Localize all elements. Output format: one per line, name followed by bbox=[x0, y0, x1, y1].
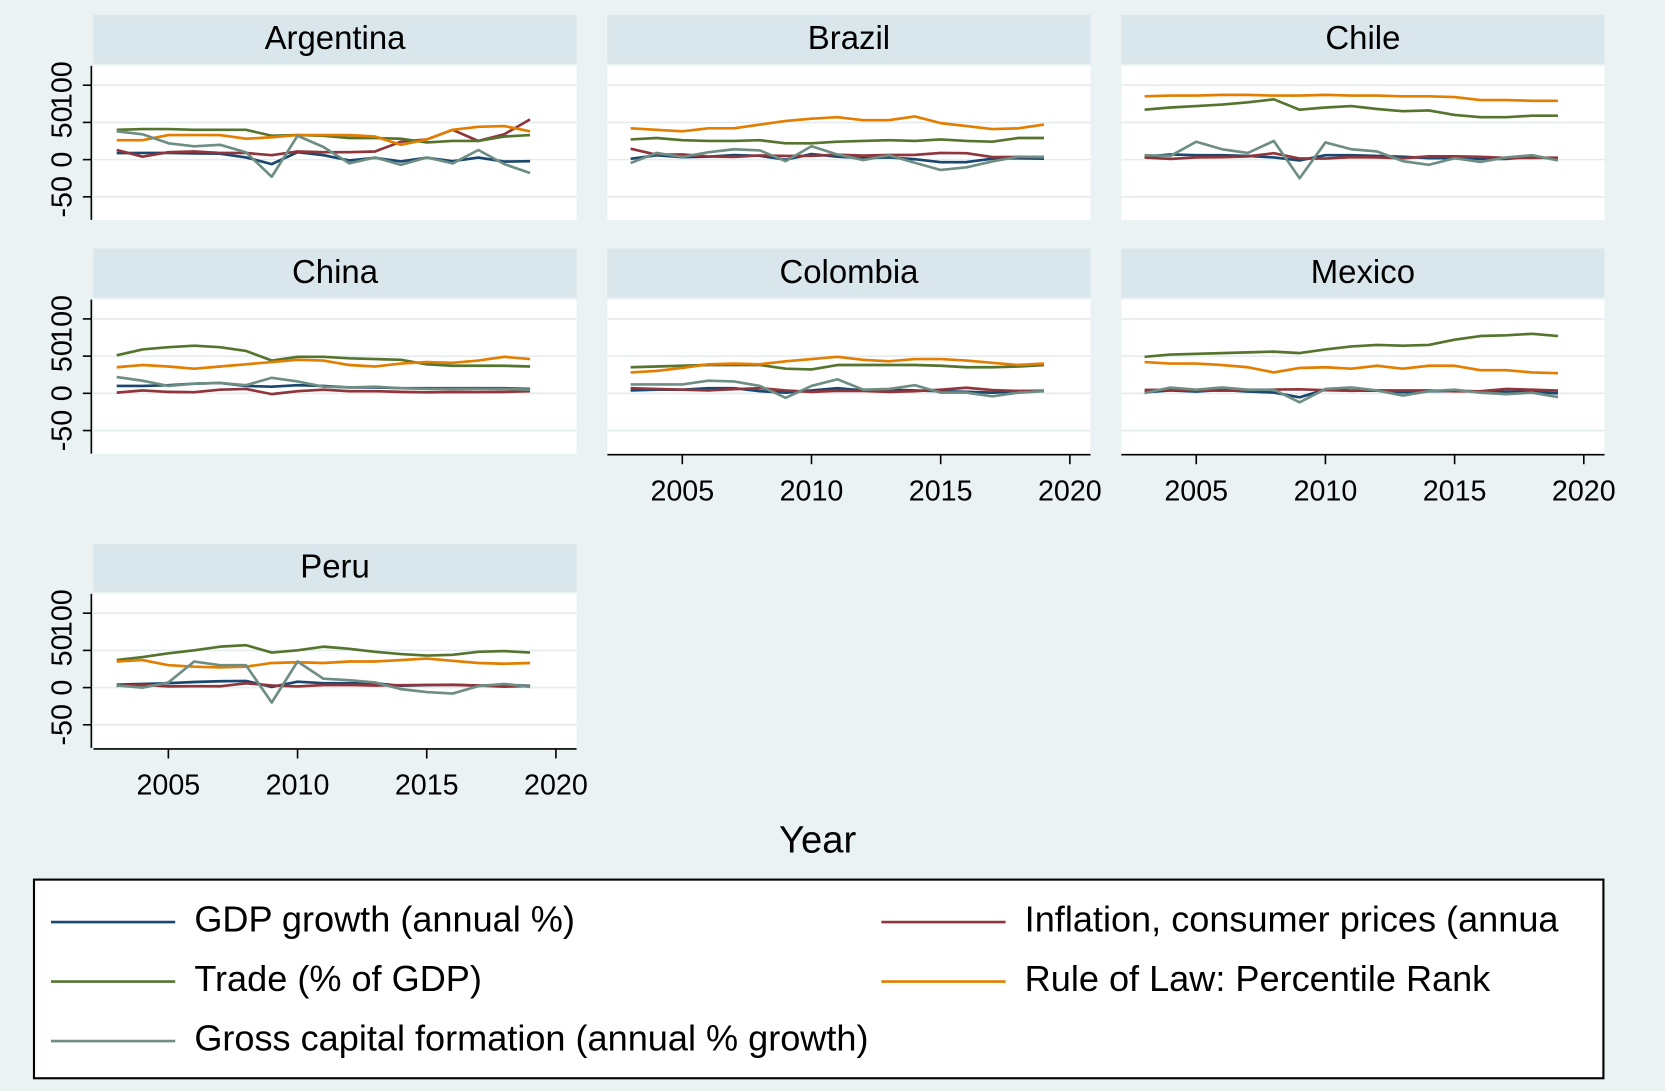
panel-header bbox=[93, 248, 577, 298]
y-tick-label: -50 bbox=[46, 176, 78, 217]
series-line bbox=[1144, 93, 1558, 103]
series-line bbox=[116, 657, 531, 669]
series-line bbox=[630, 115, 1045, 133]
series-line bbox=[116, 129, 531, 179]
panel-title: Colombia bbox=[779, 253, 919, 290]
series-line bbox=[630, 386, 1045, 394]
plot-area bbox=[1121, 299, 1605, 454]
series-line bbox=[1144, 332, 1559, 359]
series-line bbox=[630, 355, 1045, 374]
series-line bbox=[116, 660, 531, 704]
x-tick-label: 2010 bbox=[1294, 475, 1358, 507]
series-line bbox=[1144, 386, 1559, 404]
panel-header bbox=[93, 543, 577, 592]
x-tick-label: 2015 bbox=[1423, 475, 1487, 507]
series-line bbox=[630, 377, 1045, 400]
series-line bbox=[1144, 360, 1559, 375]
y-tick-label: 100 bbox=[46, 295, 78, 343]
x-tick-label: 2010 bbox=[266, 770, 330, 802]
legend-box bbox=[32, 878, 1605, 1080]
series-line bbox=[630, 136, 1045, 145]
x-tick-label: 2015 bbox=[395, 770, 459, 802]
panel-header bbox=[93, 14, 577, 64]
series-line bbox=[116, 387, 531, 396]
panel-title: Chile bbox=[1325, 19, 1400, 56]
y-tick-label: -50 bbox=[46, 410, 78, 451]
series-line bbox=[116, 344, 531, 368]
y-tick-label: 50 bbox=[46, 634, 78, 666]
panel-title: Argentina bbox=[265, 19, 407, 56]
panel-header bbox=[607, 14, 1091, 64]
x-tick-label: 2020 bbox=[524, 770, 588, 802]
x-tick-label: 2005 bbox=[650, 475, 714, 507]
legend-label: Inflation, consumer prices (annua bbox=[1025, 899, 1560, 940]
series-line bbox=[116, 375, 531, 391]
plot-area bbox=[607, 299, 1091, 454]
y-tick-label: 100 bbox=[46, 589, 78, 637]
series-line bbox=[1144, 97, 1558, 119]
x-tick-label: 2005 bbox=[1164, 475, 1228, 507]
panel-header bbox=[1121, 14, 1605, 64]
series-line bbox=[116, 118, 531, 159]
series-line bbox=[116, 681, 531, 689]
x-tick-label: 2015 bbox=[909, 475, 973, 507]
x-tick-label: 2010 bbox=[780, 475, 844, 507]
y-tick-label: 50 bbox=[46, 340, 78, 372]
y-tick-label: 50 bbox=[46, 106, 78, 138]
series-line bbox=[1144, 153, 1559, 162]
x-tick-label: 2020 bbox=[1038, 475, 1102, 507]
series-line bbox=[116, 124, 531, 147]
legend-label: Rule of Law: Percentile Rank bbox=[1025, 958, 1491, 999]
legend-label: Trade (% of GDP) bbox=[194, 958, 482, 999]
y-tick-label: 0 bbox=[46, 152, 78, 168]
panel-title: China bbox=[292, 253, 379, 290]
y-tick-label: 0 bbox=[46, 680, 78, 696]
legend-label: Gross capital formation (annual % growth… bbox=[194, 1018, 868, 1059]
y-tick-label: 0 bbox=[46, 385, 78, 401]
plot-area bbox=[93, 593, 577, 748]
panel-header bbox=[1121, 248, 1605, 298]
panel-title: Peru bbox=[300, 548, 370, 585]
x-tick-label: 2005 bbox=[137, 770, 201, 802]
plot-area bbox=[607, 65, 1091, 220]
series-line bbox=[1144, 387, 1559, 393]
x-axis-label: Year bbox=[779, 819, 856, 862]
series-line bbox=[630, 144, 1045, 172]
series-line bbox=[630, 386, 1045, 394]
y-tick-label: 100 bbox=[46, 61, 78, 109]
series-line bbox=[116, 643, 531, 662]
panel-title: Brazil bbox=[808, 19, 890, 56]
x-tick-label: 2020 bbox=[1552, 475, 1616, 507]
series-line bbox=[1144, 151, 1558, 161]
legend-label: GDP growth (annual %) bbox=[194, 899, 575, 940]
series-line bbox=[1144, 139, 1559, 180]
panel-title: Mexico bbox=[1311, 253, 1415, 290]
panel-header bbox=[607, 248, 1091, 298]
plot-area bbox=[93, 299, 577, 454]
y-tick-label: -50 bbox=[46, 704, 78, 745]
series-line bbox=[116, 355, 531, 371]
